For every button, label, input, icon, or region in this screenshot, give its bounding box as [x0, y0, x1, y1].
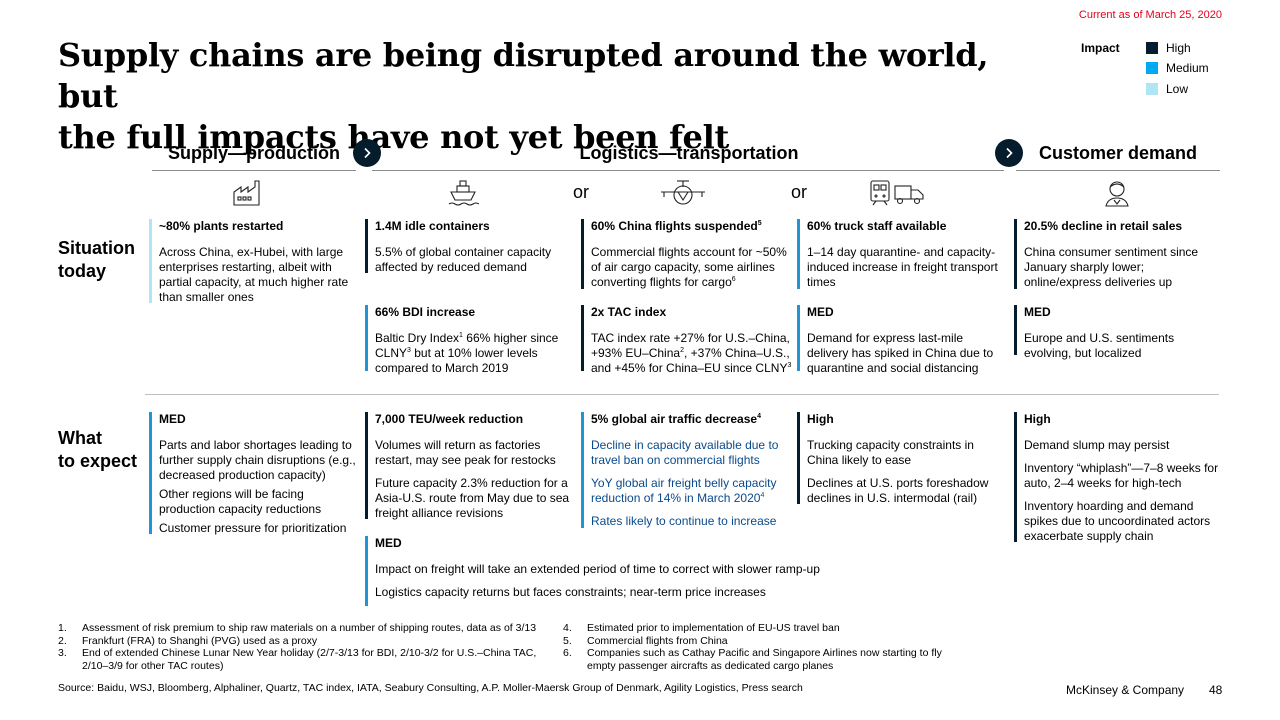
current-date-note: Current as of March 25, 2020	[1078, 9, 1222, 21]
legend-swatch-high	[1146, 42, 1158, 54]
expect-truck-cell: High Trucking capacity constraints in Ch…	[797, 412, 1002, 505]
footnote-4: 4. Estimated prior to implementation of E…	[563, 622, 840, 634]
chevron-right-icon	[995, 139, 1023, 167]
legend-item-medium: Medium	[1146, 61, 1209, 75]
customer-icon	[1100, 177, 1134, 209]
header-rule-demand	[1016, 170, 1220, 171]
column-header-demand: Customer demand	[1038, 143, 1198, 163]
legend-swatch-medium	[1146, 62, 1158, 74]
train-truck-icon	[866, 177, 928, 209]
or-connector: or	[573, 182, 590, 202]
situation-demand-cell-1: 20.5% decline in retail sales China cons…	[1014, 219, 1219, 289]
factory-icon	[230, 177, 264, 209]
situation-supply-cell: ~80% plants restarted Across China, ex-H…	[149, 219, 354, 304]
column-header-logistics: Logistics—transportation	[579, 143, 799, 163]
situation-demand-cell-2: MED Europe and U.S. sentiments evolving,…	[1014, 305, 1219, 360]
legend-item-low: Low	[1146, 82, 1188, 96]
row-divider	[145, 394, 1219, 395]
expect-air-cell: 5% global air traffic decrease4 Decline …	[581, 412, 791, 528]
legend-title: Impact	[1081, 41, 1120, 55]
expect-supply-cell: MED Parts and labor shortages leading to…	[149, 412, 359, 535]
page-number: 48	[1209, 683, 1223, 697]
situation-truck-cell-1: 60% truck staff available 1–14 day quara…	[797, 219, 1002, 289]
expect-logistics-med-cell: MED Impact on freight will take an exten…	[365, 536, 1005, 606]
legend-swatch-low	[1146, 83, 1158, 95]
expect-ship-cell: 7,000 TEU/week reduction Volumes will re…	[365, 412, 575, 520]
footnote-6: 6. Companies such as Cathay Pacific and S…	[563, 647, 942, 672]
footnote-5: 5. Commercial flights from China	[563, 635, 728, 647]
situation-truck-cell-2: MED Demand for express last-mile deliver…	[797, 305, 1002, 375]
or-connector: or	[791, 182, 808, 202]
situation-air-cell-1: 60% China flights suspended5 Commercial …	[581, 219, 791, 289]
situation-ship-cell-1: 1.4M idle containers 5.5% of global cont…	[365, 219, 570, 274]
footnote-1: 1. Assessment of risk premium to ship raw…	[58, 622, 537, 634]
situation-ship-cell-2: 66% BDI increase Baltic Dry Index1 66% h…	[365, 305, 570, 375]
row-label-expect: What to expect	[58, 428, 138, 471]
situation-air-cell-2: 2x TAC index TAC index rate +27% for U.S…	[581, 305, 793, 375]
row-label-situation: Situation today	[58, 238, 135, 281]
brand-name: McKinsey & Company	[1066, 683, 1185, 697]
page-title: Supply chains are being disrupted around…	[58, 36, 989, 156]
cargo-ship-icon	[446, 177, 480, 209]
header-rule-logistics	[372, 170, 1004, 171]
header-rule-supply	[152, 170, 356, 171]
legend-item-high: High	[1146, 41, 1191, 55]
column-header-supply: Supply—production	[168, 143, 340, 163]
footnote-2: 2. Frankfurt (FRA) to Shanghi (PVG) used …	[58, 635, 318, 647]
source-note: Source: Baidu, WSJ, Bloomberg, Alphaline…	[58, 682, 803, 694]
expect-demand-cell: High Demand slump may persist Inventory …	[1014, 412, 1219, 543]
cargo-plane-icon	[658, 177, 708, 209]
chevron-right-icon	[353, 139, 381, 167]
footnote-3: 3. End of extended Chinese Lunar New Year…	[58, 647, 537, 672]
